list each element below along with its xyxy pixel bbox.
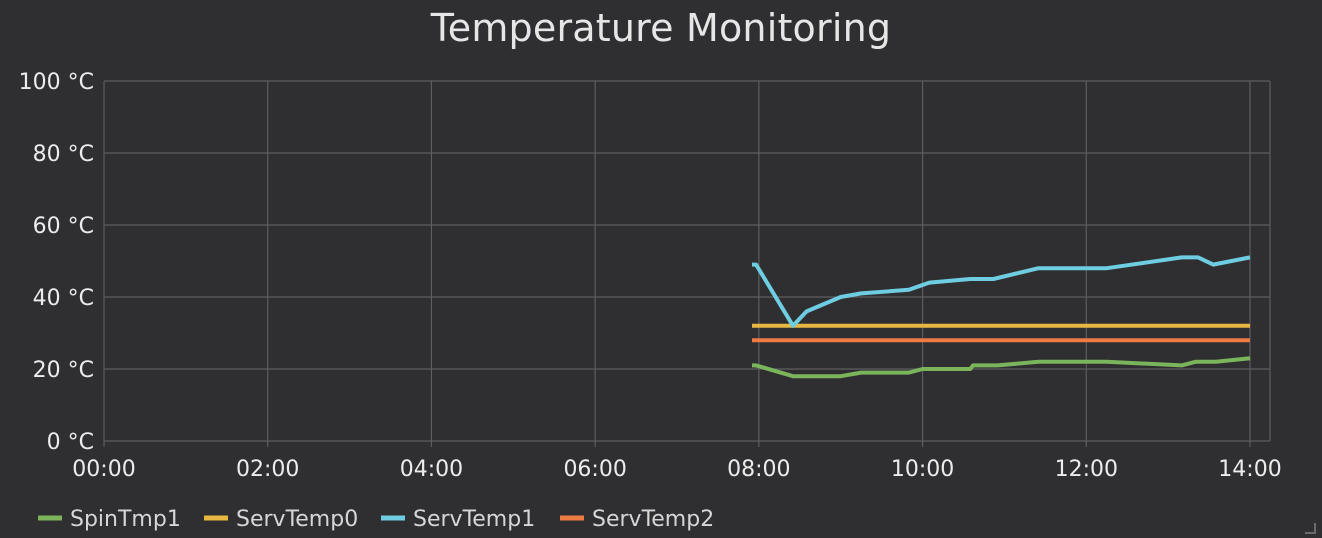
legend-label: ServTemp0 [236, 507, 358, 532]
series-lines [752, 255, 1251, 379]
y-tick-label: 20 °C [33, 358, 94, 383]
x-tick-label: 12:00 [1055, 457, 1118, 482]
x-tick-label: 04:00 [400, 457, 463, 482]
legend-item[interactable]: ServTemp2 [560, 507, 714, 532]
legend: SpinTmp1 ServTemp0 ServTemp1 ServTemp2 [38, 507, 714, 532]
x-tick-label: 00:00 [72, 457, 135, 482]
legend-item[interactable]: SpinTmp1 [38, 507, 181, 532]
x-tick-label: 08:00 [727, 457, 790, 482]
chart-title: Temperature Monitoring [430, 6, 892, 50]
legend-item[interactable]: ServTemp0 [204, 507, 358, 532]
series-line-servtemp1 [752, 255, 1251, 328]
x-tick-label: 02:00 [236, 457, 299, 482]
y-tick-label: 0 °C [47, 430, 94, 455]
legend-label: SpinTmp1 [70, 507, 181, 532]
x-tick-label: 06:00 [563, 457, 626, 482]
legend-label: ServTemp2 [592, 507, 714, 532]
resize-grip-icon[interactable] [1305, 523, 1316, 534]
y-tick-label: 60 °C [33, 214, 94, 239]
y-tick-label: 100 °C [19, 70, 94, 95]
series-line-spintmp1 [752, 356, 1251, 379]
x-tick-label: 14:00 [1218, 457, 1281, 482]
legend-item[interactable]: ServTemp1 [381, 507, 535, 532]
y-tick-label: 80 °C [33, 142, 94, 167]
x-tick-label: 10:00 [891, 457, 954, 482]
grid-lines [103, 80, 1271, 447]
legend-label: ServTemp1 [413, 507, 535, 532]
y-tick-label: 40 °C [33, 286, 94, 311]
